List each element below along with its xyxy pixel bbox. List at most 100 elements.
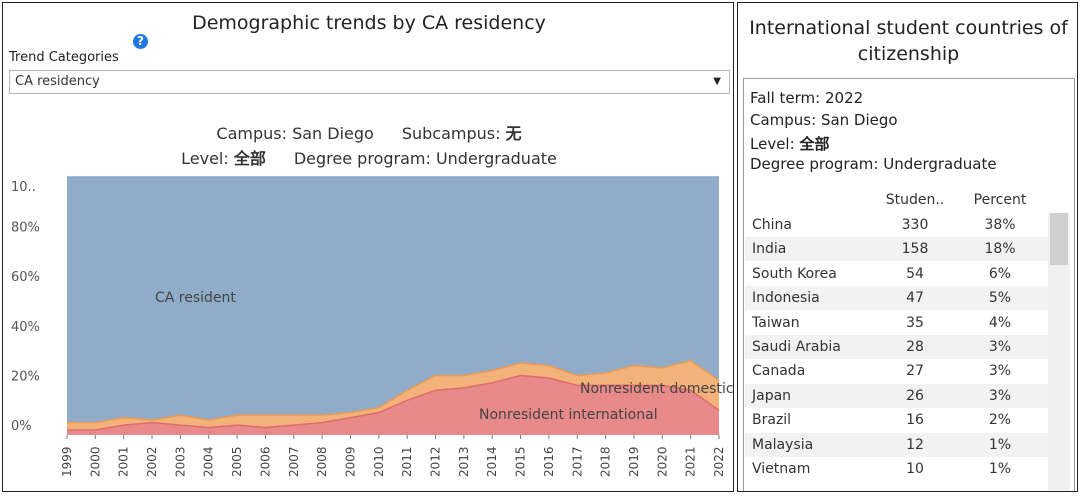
table-row[interactable]: Brazil 16 2% xyxy=(745,408,1048,432)
percent-cell: 1% xyxy=(988,461,1012,477)
level-info: Level: 全部 xyxy=(750,133,829,154)
level-filter: Level: 全部 xyxy=(181,145,266,169)
x-tick-label: 2009 xyxy=(343,446,357,477)
students-cell: 26 xyxy=(906,387,924,404)
x-tick-label: 2004 xyxy=(202,446,216,477)
nonresident-international-area xyxy=(67,375,719,435)
subcampus-value: 无 xyxy=(505,124,522,143)
x-tick-label: 2002 xyxy=(145,446,159,477)
table-row[interactable]: Canada 27 3% xyxy=(745,359,1048,383)
country-cell: China xyxy=(752,217,792,233)
x-tick-label: 2018 xyxy=(599,446,613,477)
x-tick-label: 1999 xyxy=(60,446,74,477)
x-tick-label: 2015 xyxy=(514,446,528,477)
x-tick-label: 2005 xyxy=(230,446,244,477)
x-tick-label: 2003 xyxy=(173,446,187,477)
countries-title: International student countries of citiz… xyxy=(749,17,1068,65)
percent-cell: 18% xyxy=(984,241,1016,258)
dropdown-arrow-icon[interactable]: ▼ xyxy=(713,76,721,87)
degree-filter: Degree program: Undergraduate xyxy=(293,149,557,168)
country-cell: Saudi Arabia xyxy=(752,339,841,355)
trend-categories-label: Trend Categories xyxy=(9,50,119,65)
percent-cell: 5% xyxy=(988,290,1012,307)
y-tick-label: 20% xyxy=(11,369,40,384)
country-cell: Brazil xyxy=(752,412,792,429)
campus-info: Campus: San Diego xyxy=(750,111,898,129)
students-cell: 158 xyxy=(901,241,929,258)
x-tick-label: 2012 xyxy=(429,446,443,477)
percent-cell: 3% xyxy=(988,339,1012,355)
x-tick-label: 2014 xyxy=(485,446,499,477)
filter-line-campus: Campus: San Diego Subcampus: 无 xyxy=(3,120,735,144)
country-cell: Japan xyxy=(752,387,792,404)
x-tick-label: 2010 xyxy=(372,446,386,477)
x-tick-label: 2000 xyxy=(88,446,102,477)
students-cell: 10 xyxy=(906,461,924,477)
students-cell: 28 xyxy=(906,339,924,355)
x-tick-label: 2016 xyxy=(542,446,556,477)
students-cell: 330 xyxy=(901,217,929,233)
country-cell: Indonesia xyxy=(752,290,820,307)
percent-cell: 38% xyxy=(984,217,1016,233)
students-cell: 16 xyxy=(906,412,924,429)
filter-line-level: Level: 全部 Degree program: Undergraduate xyxy=(3,145,735,169)
students-cell: 27 xyxy=(906,363,924,380)
table-row[interactable]: China 330 38% xyxy=(745,213,1048,237)
ca-resident-label: CA resident xyxy=(155,290,236,306)
level-label: Level: xyxy=(181,149,229,168)
level-info-label: Level: xyxy=(750,135,795,153)
trend-categories-select[interactable]: CA residency ▼ xyxy=(9,70,730,94)
percent-column-header[interactable]: Percent xyxy=(973,192,1027,208)
y-tick-label: 10.. xyxy=(11,180,36,195)
students-cell: 35 xyxy=(906,314,924,331)
percent-cell: 3% xyxy=(988,387,1012,404)
country-cell: India xyxy=(752,241,787,258)
country-cell: Vietnam xyxy=(752,461,811,477)
fall-term-info: Fall term: 2022 xyxy=(750,89,864,107)
residency-trend-panel: Demographic trends by CA residency ? Tre… xyxy=(2,2,734,492)
subcampus-filter: Subcampus: 无 xyxy=(402,120,522,144)
country-cell: South Korea xyxy=(752,265,837,282)
trend-select-value: CA residency xyxy=(15,74,100,89)
series-line xyxy=(67,374,720,431)
x-tick-label: 2001 xyxy=(117,446,131,477)
country-cell: Taiwan xyxy=(752,314,800,331)
x-tick-label: 2008 xyxy=(315,446,329,477)
table-row[interactable]: Malaysia 12 1% xyxy=(745,432,1048,457)
x-tick-label: 2022 xyxy=(712,446,726,477)
percent-cell: 3% xyxy=(988,363,1012,380)
nonresident-domestic-area xyxy=(67,360,719,431)
campus-filter: Campus: San Diego xyxy=(216,124,374,143)
table-row[interactable]: Saudi Arabia 28 3% xyxy=(745,335,1048,359)
table-row[interactable]: Indonesia 47 5% xyxy=(745,286,1048,311)
students-cell: 54 xyxy=(906,265,924,282)
level-value: 全部 xyxy=(233,149,266,168)
ca-resident-area xyxy=(67,177,719,423)
percent-cell: 6% xyxy=(988,265,1012,282)
y-tick-label: 0% xyxy=(11,419,32,434)
chart-title: Demographic trends by CA residency xyxy=(192,12,546,34)
percent-cell: 2% xyxy=(988,412,1012,429)
nonresident-international-label: Nonresident international xyxy=(479,407,658,423)
level-info-value: 全部 xyxy=(799,135,830,153)
country-cell: Malaysia xyxy=(752,436,814,453)
residency-area-chart: 10.. 80% 60% 40% 20% 0% 1999 2000 2001 2002 2003 20… xyxy=(11,176,734,477)
table-row[interactable]: Japan 26 3% xyxy=(745,383,1048,408)
x-tick-label: 2017 xyxy=(570,446,584,477)
table-row[interactable]: South Korea 54 6% xyxy=(745,262,1048,286)
percent-cell: 4% xyxy=(988,314,1012,331)
help-icon[interactable]: ? xyxy=(133,34,148,49)
table-row[interactable]: Vietnam 10 1% xyxy=(745,457,1048,481)
table-scrollbar[interactable] xyxy=(1048,213,1070,491)
scrollbar-thumb[interactable] xyxy=(1050,213,1068,265)
y-tick-label: 40% xyxy=(11,320,40,335)
x-tick-label: 2019 xyxy=(627,446,641,477)
countries-panel: International student countries of citiz… xyxy=(737,2,1078,492)
students-cell: 12 xyxy=(906,436,924,453)
nonresident-domestic-label: Nonresident domestic xyxy=(580,381,734,397)
y-tick-label: 80% xyxy=(11,221,40,236)
students-cell: 47 xyxy=(906,290,924,307)
table-row[interactable]: Taiwan 35 4% xyxy=(745,311,1048,335)
table-row[interactable]: India 158 18% xyxy=(745,237,1048,262)
students-column-header[interactable]: Studen.. xyxy=(885,192,945,208)
